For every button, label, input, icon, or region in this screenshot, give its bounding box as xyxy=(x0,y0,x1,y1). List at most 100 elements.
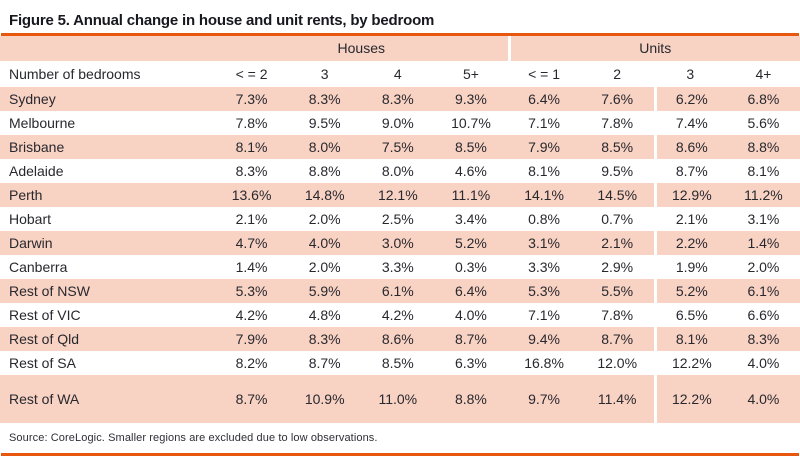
value-cell: 12.9% xyxy=(653,183,727,207)
value-cell: 6.2% xyxy=(653,87,727,111)
value-cell: 8.3% xyxy=(288,327,362,351)
value-cell: 2.1% xyxy=(580,231,654,255)
value-cell: 1.4% xyxy=(726,231,800,255)
source-note: Source: CoreLogic. Smaller regions are e… xyxy=(9,432,378,444)
value-cell: 9.0% xyxy=(381,115,414,131)
value-cell: 4.6% xyxy=(454,163,487,179)
value-cell: 7.1% xyxy=(528,115,561,131)
bottom-divider-rule xyxy=(1,453,799,456)
value-cell: 6.4% xyxy=(434,279,508,303)
value-cell: 11.4% xyxy=(580,375,654,423)
value-cell: 8.1% xyxy=(528,163,561,179)
value-cell: 9.4% xyxy=(507,327,581,351)
value-cell: 5.2% xyxy=(434,231,508,255)
value-cell: 11.0% xyxy=(361,375,435,423)
value-cell: 8.2% xyxy=(235,355,268,371)
value-cell: 11.1% xyxy=(434,183,508,207)
value-cell: 8.6% xyxy=(361,327,435,351)
corner-header-number-of-bedrooms: Number of bedrooms xyxy=(0,61,215,87)
value-cell: 2.9% xyxy=(601,259,634,275)
value-cell: 2.2% xyxy=(653,231,727,255)
region-label: Canberra xyxy=(9,259,68,275)
value-cell: 8.7% xyxy=(434,327,508,351)
value-cell: 2.1% xyxy=(235,211,268,227)
value-cell: 1.4% xyxy=(235,259,268,275)
value-cell: 8.1% xyxy=(747,163,780,179)
value-cell: 8.3% xyxy=(361,87,435,111)
region-label: Perth xyxy=(0,183,215,207)
value-cell: 4.0% xyxy=(726,375,800,423)
value-cell: 2.0% xyxy=(308,259,341,275)
bedroom-column-header: < = 1 xyxy=(507,61,581,87)
value-cell: 9.3% xyxy=(434,87,508,111)
value-cell: 9.5% xyxy=(308,115,341,131)
region-label: Adelaide xyxy=(9,163,64,179)
value-cell: 7.9% xyxy=(507,135,581,159)
value-cell: 8.8% xyxy=(308,163,341,179)
value-cell: 8.3% xyxy=(235,163,268,179)
value-cell: 14.8% xyxy=(288,183,362,207)
value-cell: 3.1% xyxy=(747,211,780,227)
region-label: Brisbane xyxy=(0,135,215,159)
value-cell: 3.3% xyxy=(381,259,414,275)
value-cell: 5.3% xyxy=(507,279,581,303)
value-cell: 0.3% xyxy=(454,259,487,275)
value-cell: 8.5% xyxy=(434,135,508,159)
value-cell: 6.6% xyxy=(747,307,780,323)
value-cell: 7.9% xyxy=(215,327,289,351)
region-label: Rest of WA xyxy=(0,375,215,423)
value-cell: 8.0% xyxy=(381,163,414,179)
value-cell: 4.2% xyxy=(235,307,268,323)
value-cell: 6.3% xyxy=(454,355,487,371)
value-cell: 4.0% xyxy=(288,231,362,255)
value-cell: 4.2% xyxy=(381,307,414,323)
value-cell: 6.1% xyxy=(361,279,435,303)
value-cell: 8.7% xyxy=(653,159,727,183)
value-cell: 10.9% xyxy=(288,375,362,423)
value-cell: 2.5% xyxy=(381,211,414,227)
value-cell: 8.5% xyxy=(580,135,654,159)
value-cell: 0.8% xyxy=(528,211,561,227)
bedroom-column-header: 2 xyxy=(580,61,654,87)
region-label: Sydney xyxy=(0,87,215,111)
region-label: Rest of VIC xyxy=(9,307,81,323)
column-group-houses: Houses xyxy=(215,36,508,61)
value-cell: 7.1% xyxy=(528,307,561,323)
value-cell: 9.7% xyxy=(507,375,581,423)
value-cell: 4.8% xyxy=(308,307,341,323)
value-cell: 4.7% xyxy=(215,231,289,255)
value-cell: 14.1% xyxy=(507,183,581,207)
value-cell: 8.7% xyxy=(215,375,289,423)
value-cell: 2.1% xyxy=(653,207,727,231)
value-cell: 3.3% xyxy=(528,259,561,275)
value-cell: 5.2% xyxy=(653,279,727,303)
region-label: Rest of Qld xyxy=(0,327,215,351)
region-label: Rest of NSW xyxy=(0,279,215,303)
value-cell: 14.5% xyxy=(580,183,654,207)
value-cell: 8.6% xyxy=(653,135,727,159)
value-cell: 8.7% xyxy=(580,327,654,351)
bedroom-column-header: < = 2 xyxy=(215,61,289,87)
column-group-units: Units xyxy=(507,36,800,61)
value-cell: 2.0% xyxy=(747,259,780,275)
value-cell: 16.8% xyxy=(524,355,564,371)
value-cell: 8.0% xyxy=(288,135,362,159)
value-cell: 8.8% xyxy=(434,375,508,423)
value-cell: 6.1% xyxy=(726,279,800,303)
region-label: Melbourne xyxy=(9,115,76,131)
value-cell: 10.7% xyxy=(451,115,491,131)
value-cell: 9.5% xyxy=(601,163,634,179)
value-cell: 4.0% xyxy=(454,307,487,323)
value-cell: 7.8% xyxy=(601,307,634,323)
value-cell: 8.5% xyxy=(381,355,414,371)
value-cell: 1.9% xyxy=(653,255,727,279)
value-cell: 5.5% xyxy=(580,279,654,303)
value-cell: 5.6% xyxy=(747,115,780,131)
bedroom-column-header: 4 xyxy=(361,61,435,87)
bedroom-column-header: 5+ xyxy=(434,61,508,87)
value-cell: 3.1% xyxy=(507,231,581,255)
value-cell: 5.3% xyxy=(215,279,289,303)
value-cell: 8.3% xyxy=(726,327,800,351)
value-cell: 8.7% xyxy=(308,355,341,371)
